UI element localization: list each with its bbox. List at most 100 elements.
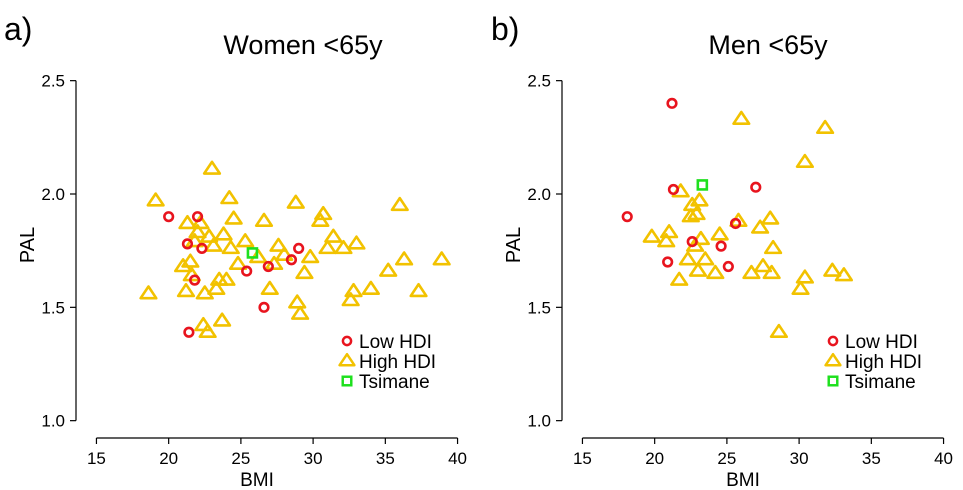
data-point xyxy=(681,208,700,223)
data-point xyxy=(691,230,710,246)
data-point xyxy=(236,233,255,248)
data-point xyxy=(204,237,223,252)
data-point xyxy=(795,269,814,284)
x-tick-label: 20 xyxy=(159,449,178,468)
data-point xyxy=(696,251,715,266)
data-point xyxy=(729,217,742,230)
data-point xyxy=(361,280,380,295)
data-point xyxy=(254,212,274,227)
series-low-hdi xyxy=(621,97,762,273)
data-point xyxy=(249,248,268,264)
data-point xyxy=(678,251,697,266)
x-axis-label: BMI xyxy=(240,470,274,490)
y-tick-label: 2.5 xyxy=(41,72,65,91)
legend-marker xyxy=(341,335,353,347)
data-point xyxy=(662,256,674,268)
data-point xyxy=(314,205,333,221)
x-tick-label: 25 xyxy=(717,449,736,468)
data-point xyxy=(390,196,409,212)
data-point xyxy=(293,242,305,254)
data-point xyxy=(176,282,196,298)
data-point xyxy=(690,192,709,207)
data-point xyxy=(318,239,337,255)
data-point xyxy=(188,224,207,239)
data-point xyxy=(341,292,360,307)
data-point xyxy=(288,294,307,309)
data-point xyxy=(301,248,320,264)
data-point xyxy=(670,271,689,286)
legend-marker xyxy=(824,352,842,367)
data-point xyxy=(178,214,197,230)
data-point xyxy=(181,253,200,268)
data-point xyxy=(344,282,363,298)
chart-panel-2: b) Men <65y 1.0 1.5 2.0 2.5 15 20 25 30 35 40 BMI PAL… xyxy=(491,11,953,490)
data-point xyxy=(660,224,679,239)
data-point xyxy=(241,265,253,277)
data-point xyxy=(260,280,279,295)
data-point xyxy=(198,323,217,339)
data-point xyxy=(710,226,729,241)
x-tick-label: 35 xyxy=(862,449,881,468)
data-point xyxy=(761,210,780,225)
data-point xyxy=(722,260,734,273)
panel-label: a) xyxy=(4,11,32,47)
data-point xyxy=(379,262,398,277)
series-low-hdi xyxy=(163,211,305,338)
y-tick-label: 1.5 xyxy=(41,298,65,317)
data-point xyxy=(213,312,232,327)
y-axis-label: PAL xyxy=(17,227,39,263)
data-point xyxy=(753,258,773,273)
x-axis-label: BMI xyxy=(726,470,760,490)
series-tsimane xyxy=(696,179,709,191)
data-point xyxy=(764,239,783,255)
data-point xyxy=(687,205,706,221)
data-point xyxy=(200,228,219,243)
y-axis-label: PAL xyxy=(503,227,525,263)
y-tick-label: 1.5 xyxy=(527,298,551,317)
data-point xyxy=(258,301,270,313)
legend-marker xyxy=(341,375,353,387)
legend-label: High HDI xyxy=(359,352,436,373)
data-point xyxy=(823,262,842,277)
data-point xyxy=(146,192,165,207)
data-point xyxy=(834,267,853,282)
y-tick-label: 1.0 xyxy=(527,412,551,431)
data-point xyxy=(642,228,661,243)
panel-label: b) xyxy=(491,11,519,47)
data-point xyxy=(182,267,201,282)
data-point xyxy=(196,242,208,254)
legend-label: Low HDI xyxy=(359,332,432,353)
x-tick-label: 30 xyxy=(790,449,809,468)
data-point xyxy=(762,264,781,280)
data-point xyxy=(791,280,810,295)
x-tick-label: 30 xyxy=(304,449,323,468)
y-tick-label: 1.0 xyxy=(41,412,65,431)
data-point xyxy=(295,264,314,280)
x-tick-label: 15 xyxy=(87,449,106,468)
x-tick-label: 35 xyxy=(376,449,395,468)
data-point xyxy=(217,271,236,286)
data-point xyxy=(334,239,353,255)
data-point xyxy=(246,247,259,259)
legend-marker xyxy=(338,352,356,367)
x-tick-label: 25 xyxy=(231,449,250,468)
data-point xyxy=(696,179,709,191)
data-point xyxy=(432,251,451,266)
chart-title: Women <65y xyxy=(223,30,383,60)
data-point xyxy=(191,211,204,223)
data-point xyxy=(816,119,835,135)
data-point xyxy=(183,326,195,338)
legend-marker xyxy=(827,375,839,387)
data-point xyxy=(163,211,175,223)
y-tick-label: 2.0 xyxy=(41,185,65,204)
series-high-hdi xyxy=(139,160,451,339)
x-tick-label: 40 xyxy=(934,449,953,468)
data-point xyxy=(291,305,310,320)
legend-label: Tsimane xyxy=(359,372,430,393)
x-tick-label: 40 xyxy=(448,449,467,468)
data-point xyxy=(207,280,226,295)
data-point xyxy=(275,246,294,261)
chart-panel-1: a) Women <65y 1.0 1.5 2.0 2.5 15 20 25 30 35 40 BMI P… xyxy=(4,11,467,490)
data-point xyxy=(181,238,194,250)
